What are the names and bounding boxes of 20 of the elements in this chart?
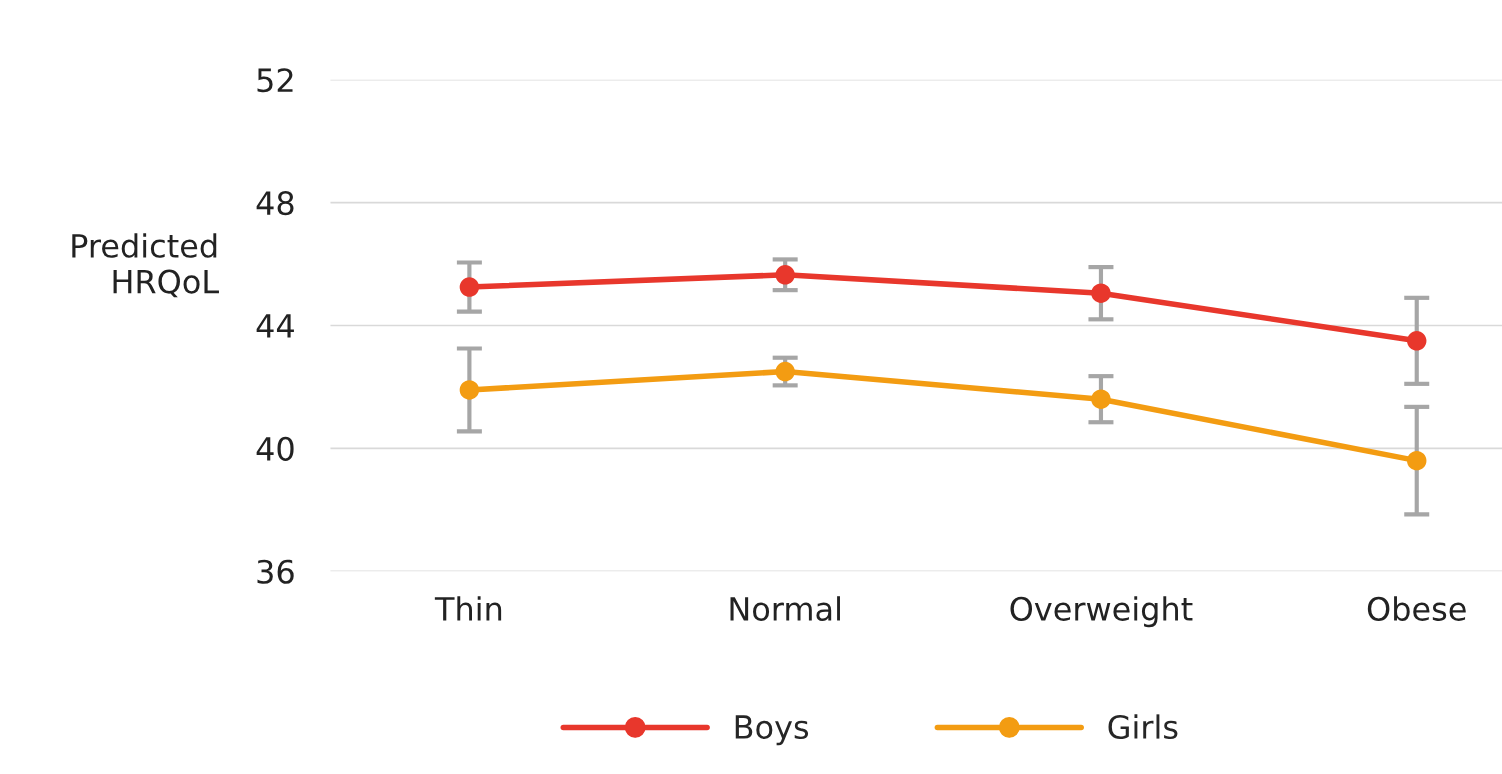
y-tick-label: 52 — [257, 68, 293, 93]
point — [459, 380, 480, 400]
point — [775, 361, 795, 382]
point — [1091, 389, 1111, 409]
point — [459, 277, 480, 297]
y-tick-label: 48 — [256, 191, 294, 216]
legend-label: Boys — [735, 715, 809, 746]
x-tick-label: Overweight — [1010, 596, 1193, 628]
x-tick-label: Normal — [730, 596, 840, 621]
y-tick-label: 44 — [256, 314, 294, 338]
y-axis-title: Predicted HRQoL — [72, 233, 219, 298]
legend-label: Girls — [1108, 714, 1178, 740]
point — [1407, 331, 1427, 351]
point — [1091, 283, 1111, 303]
y-tick-label: 40 — [256, 436, 294, 461]
y-tick-label: 36 — [257, 559, 294, 584]
x-tick-label: Obese — [1367, 596, 1466, 621]
point — [775, 265, 795, 285]
x-tick-label: Thin — [434, 596, 502, 621]
point — [1407, 450, 1427, 471]
